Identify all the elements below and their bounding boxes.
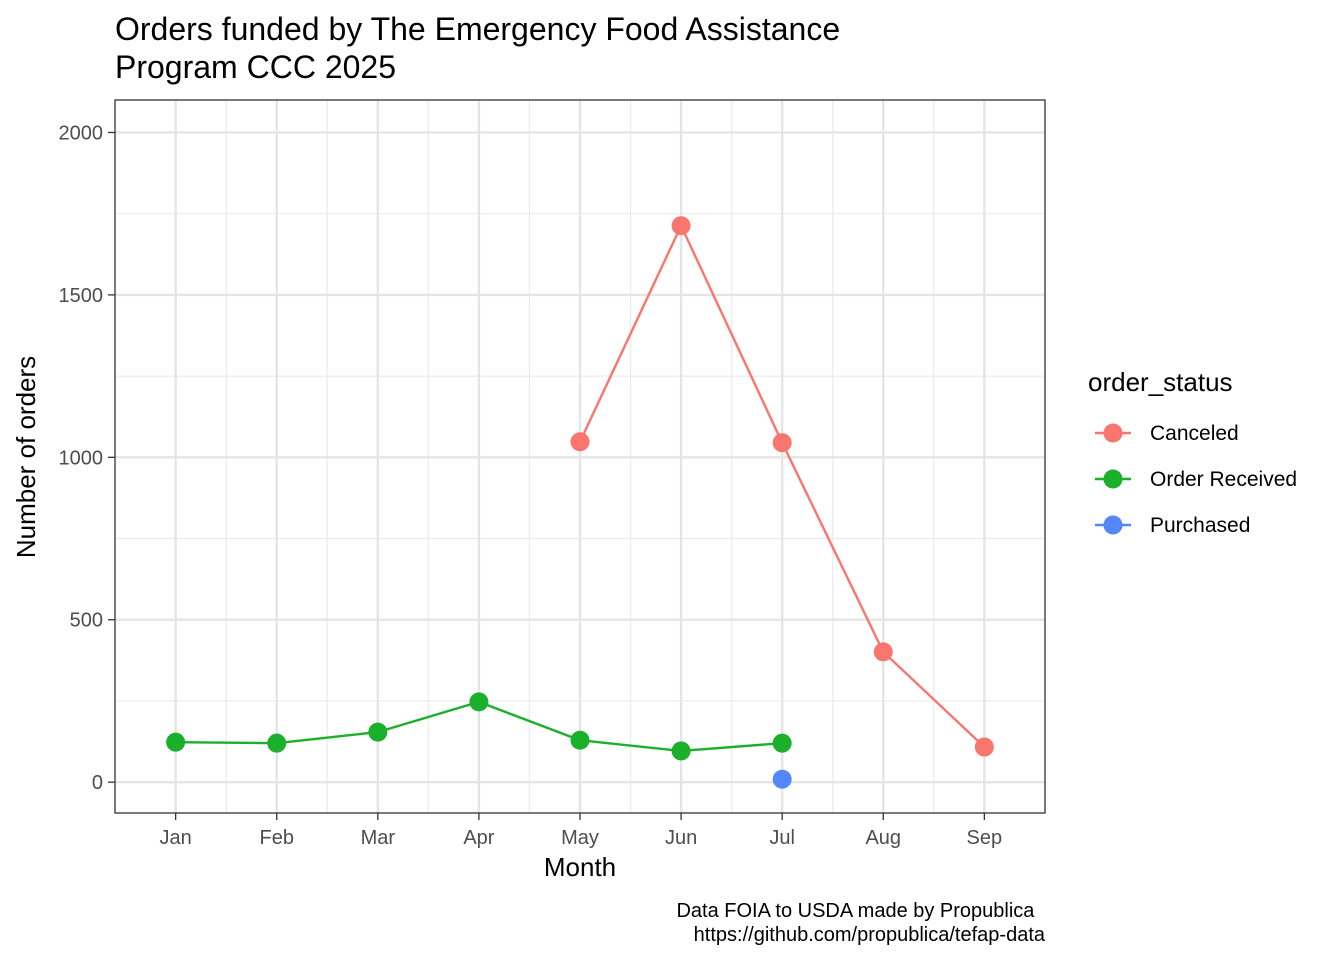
data-point-canceled bbox=[873, 642, 893, 662]
data-point-order-received bbox=[671, 741, 691, 761]
data-point-order-received bbox=[166, 732, 186, 752]
legend-label: Purchased bbox=[1150, 514, 1250, 537]
x-tick-label: Jul bbox=[769, 827, 795, 849]
y-axis: 0 500 1000 1500 2000 bbox=[59, 122, 115, 794]
caption-line-1: Data FOIA to USDA made by Propublica bbox=[676, 900, 1040, 922]
series-points bbox=[166, 216, 994, 789]
legend-item-order-received: Order Received bbox=[1095, 468, 1297, 491]
data-point-order-received bbox=[368, 722, 388, 742]
x-axis: Jan Feb Mar Apr May Jun Jul Aug Sep bbox=[160, 813, 1003, 849]
data-point-canceled bbox=[671, 216, 691, 236]
y-tick-label: 500 bbox=[70, 610, 103, 632]
data-point-canceled bbox=[570, 432, 590, 452]
caption-line-2: https://github.com/propublica/tefap-data bbox=[694, 924, 1046, 946]
chart-title-line-1: Orders funded by The Emergency Food Assi… bbox=[115, 11, 840, 47]
data-point-order-received bbox=[469, 692, 489, 712]
x-axis-title: Month bbox=[544, 852, 616, 882]
x-tick-label: Apr bbox=[463, 827, 494, 849]
legend-item-purchased: Purchased bbox=[1095, 514, 1250, 537]
x-tick-label: Aug bbox=[865, 827, 901, 849]
legend-key-point bbox=[1103, 515, 1123, 535]
x-tick-label: Jan bbox=[160, 827, 192, 849]
legend-key-point bbox=[1103, 423, 1123, 443]
legend-label: Order Received bbox=[1150, 468, 1297, 491]
y-axis-title: Number of orders bbox=[11, 356, 41, 558]
legend-key-point bbox=[1103, 469, 1123, 489]
x-tick-label: May bbox=[561, 827, 599, 849]
data-point-order-received bbox=[570, 730, 590, 750]
y-tick-label: 1500 bbox=[59, 285, 104, 307]
data-point-order-received bbox=[772, 733, 792, 753]
chart-title-line-2: Program CCC 2025 bbox=[115, 49, 396, 85]
y-tick-label: 2000 bbox=[59, 122, 104, 144]
plot-panel bbox=[114, 99, 1046, 814]
legend-label: Canceled bbox=[1150, 422, 1239, 445]
legend-title: order_status bbox=[1088, 367, 1233, 397]
legend: order_status Canceled Order Received Purch… bbox=[1088, 367, 1297, 537]
x-tick-label: Sep bbox=[967, 827, 1003, 849]
y-tick-label: 1000 bbox=[59, 447, 104, 469]
data-point-purchased bbox=[772, 769, 792, 789]
x-tick-label: Mar bbox=[361, 827, 396, 849]
x-tick-label: Feb bbox=[260, 827, 294, 849]
data-point-order-received bbox=[267, 733, 287, 753]
y-tick-label: 0 bbox=[92, 772, 103, 794]
x-tick-label: Jun bbox=[665, 827, 697, 849]
data-point-canceled bbox=[772, 433, 792, 453]
data-point-canceled bbox=[974, 737, 994, 757]
legend-item-canceled: Canceled bbox=[1095, 422, 1239, 445]
legend-items: Canceled Order Received Purchased bbox=[1095, 422, 1297, 537]
